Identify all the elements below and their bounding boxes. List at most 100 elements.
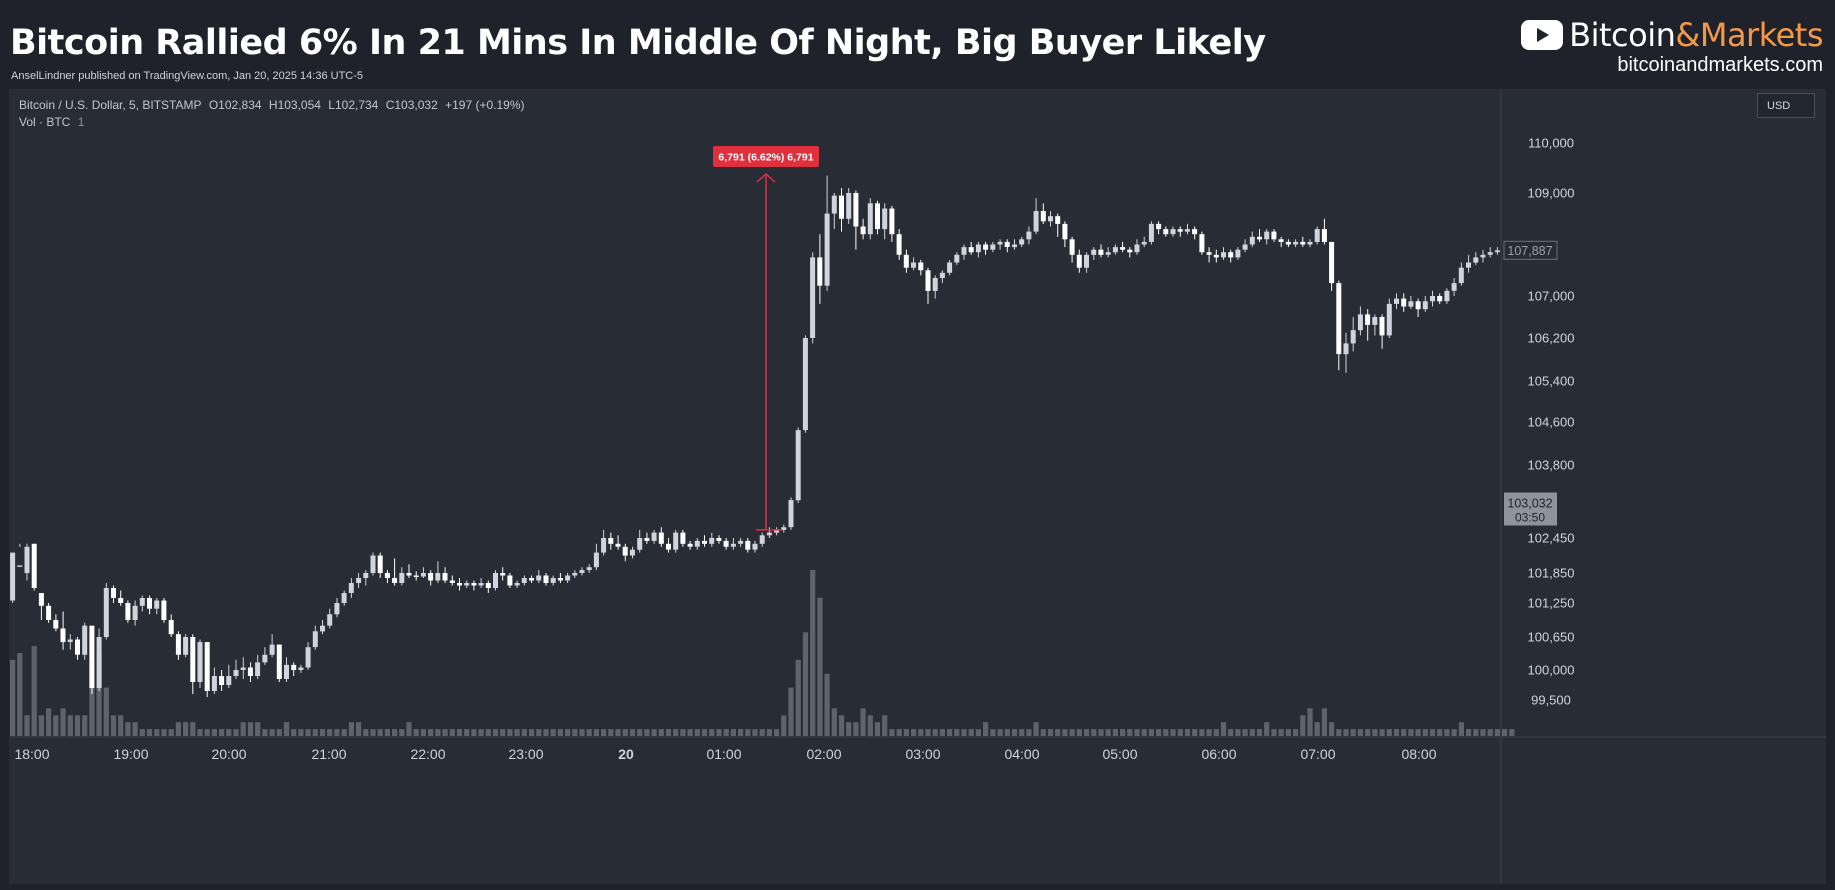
candle-body	[435, 573, 441, 581]
candle-body	[1091, 249, 1097, 255]
candle-body	[968, 247, 974, 253]
volume-bar	[1372, 729, 1378, 736]
play-icon	[1521, 20, 1564, 50]
candle-body	[608, 538, 614, 544]
price-tick-label: 104,600	[1528, 415, 1575, 430]
candle-body	[10, 552, 16, 601]
candle-body	[723, 540, 729, 547]
volume-bar	[363, 729, 369, 736]
volume-bar	[1091, 729, 1097, 736]
volume-bar	[557, 729, 563, 736]
candle-body	[939, 272, 945, 278]
volume-bar	[1350, 729, 1356, 736]
volume-bar	[1300, 715, 1306, 737]
volume-bar	[1120, 729, 1126, 736]
volume-bar	[24, 715, 30, 737]
candle-body	[1314, 229, 1320, 242]
candle-body	[680, 532, 686, 544]
candle-body	[1242, 244, 1248, 250]
volume-bar	[701, 729, 708, 736]
candle-body	[925, 270, 931, 291]
candle-body	[1271, 231, 1277, 240]
volume-bar	[536, 729, 542, 736]
candle-body	[269, 644, 275, 655]
candle-body	[918, 262, 924, 271]
volume-bar	[1062, 729, 1068, 736]
candle-body	[1365, 314, 1371, 325]
price-chart[interactable]: 6,791 (6.62%) 6,791 110,000 109,000 107,000…	[9, 89, 1826, 884]
chart-panel[interactable]: 6,791 (6.62%) 6,791 110,000 109,000 107,000…	[9, 89, 1826, 884]
volume-bar	[500, 729, 506, 736]
candle-body	[320, 625, 325, 632]
candle-body	[1084, 254, 1089, 268]
volume-bar	[781, 715, 787, 737]
volume-bar	[1192, 729, 1198, 736]
candle-body	[276, 644, 282, 679]
volume-bar	[1487, 729, 1493, 736]
candle-body	[211, 676, 217, 691]
volume-bar	[46, 708, 52, 736]
volume-bar	[334, 729, 340, 736]
candle-body	[31, 543, 37, 588]
currency-button[interactable]: USD	[1757, 93, 1815, 118]
volume-bar	[74, 715, 81, 737]
candle-body	[89, 625, 95, 688]
candle-body	[1451, 283, 1457, 291]
volume-bar	[680, 729, 686, 736]
volume-bar	[197, 729, 203, 736]
volume-bar	[838, 715, 845, 737]
volume-bar	[1509, 729, 1515, 736]
volume-bar	[103, 687, 109, 736]
time-tick-label: 01:00	[706, 746, 741, 762]
volume-bar	[464, 729, 470, 736]
volume-bar	[1177, 729, 1183, 736]
volume-bar	[139, 729, 145, 736]
volume-bar	[1141, 729, 1147, 736]
candle-body	[1343, 343, 1349, 355]
volume-bar	[305, 729, 311, 736]
brand-url: bitcoinandmarkets.com	[1617, 54, 1823, 76]
candle-body	[291, 664, 297, 670]
candle-body	[82, 625, 88, 655]
volume-bar	[319, 729, 326, 736]
candle-body	[1249, 236, 1255, 245]
volume-bar	[601, 729, 607, 736]
volume-bar	[1451, 729, 1457, 736]
candle-body	[457, 583, 462, 586]
volume-bar	[449, 729, 455, 736]
candle-body	[716, 538, 722, 541]
candle-body	[730, 543, 736, 547]
volume-bar	[947, 729, 953, 736]
candle-body	[147, 598, 152, 609]
volume-bar	[738, 729, 744, 736]
volume-bar	[521, 729, 527, 736]
volume-bar	[586, 729, 592, 736]
volume-bar	[983, 722, 989, 736]
candle-body	[709, 538, 715, 544]
volume-bar	[146, 729, 153, 736]
brand-name-part1: Bitcoin	[1569, 16, 1676, 54]
volume-bar	[593, 729, 599, 736]
time-tick-label: 20	[618, 746, 634, 762]
brand-logo: Bitcoin&Markets bitcoinandmarkets.com	[1521, 16, 1823, 77]
volume-bar	[283, 722, 290, 736]
candle-body	[817, 257, 823, 286]
measure-label-box	[713, 146, 819, 167]
candle-body	[1105, 252, 1111, 255]
volume-bar	[1321, 708, 1327, 736]
candle-body	[168, 620, 174, 635]
candle-body	[781, 527, 787, 530]
candle-body	[1235, 249, 1241, 258]
volume-bar	[1213, 729, 1219, 736]
volume-bar	[82, 715, 88, 737]
volume-bar	[38, 715, 44, 737]
volume-bar	[1357, 729, 1363, 736]
time-tick-label: 03:00	[905, 746, 940, 762]
volume-bar	[658, 729, 664, 736]
volume-bar	[1365, 729, 1371, 736]
candle-body	[1076, 254, 1082, 268]
volume-bar	[53, 715, 59, 737]
volume-bar	[1040, 729, 1046, 736]
volume-bar	[1148, 729, 1154, 736]
candle-body	[1221, 252, 1226, 258]
